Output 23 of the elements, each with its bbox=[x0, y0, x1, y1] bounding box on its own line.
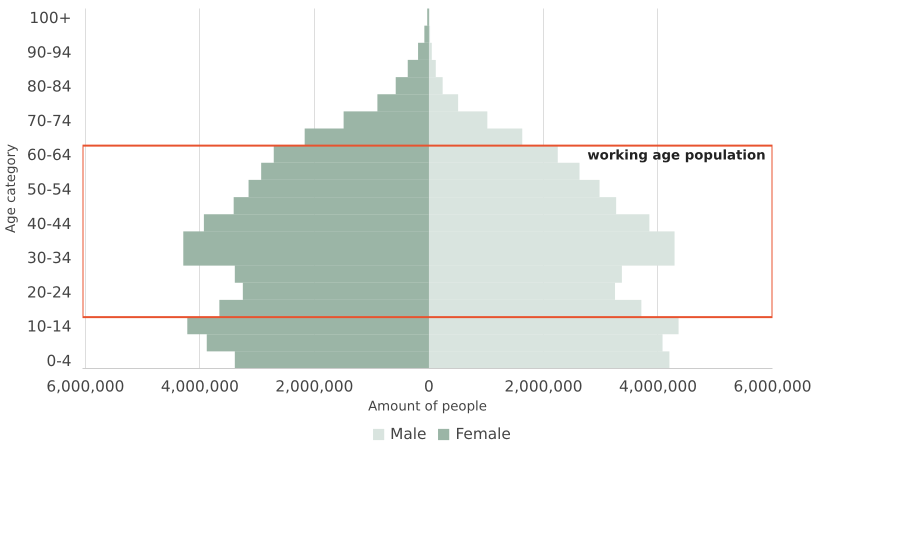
x-tick-label: 0 bbox=[424, 378, 434, 396]
x-tick-label: 6,000,000 bbox=[46, 378, 124, 396]
y-tick-label: 30-34 bbox=[26, 249, 72, 268]
y-tick-label: 20-24 bbox=[26, 283, 72, 302]
y-tick-label: 40-44 bbox=[26, 214, 72, 233]
x-tick-label: 6,000,000 bbox=[733, 378, 812, 396]
y-tick-label: 50-54 bbox=[26, 180, 72, 198]
legend-label: Female bbox=[455, 425, 511, 443]
x-tick-label: 2,000,000 bbox=[504, 378, 582, 396]
x-tick-label: 4,000,000 bbox=[160, 378, 239, 396]
y-tick-label: 10-14 bbox=[26, 318, 72, 336]
y-tick-label: 0-4 bbox=[46, 352, 72, 370]
x-tick-label: 2,000,000 bbox=[275, 378, 354, 396]
y-tick-label: 60-64 bbox=[26, 146, 72, 164]
y-axis-title: Age category bbox=[4, 144, 19, 233]
legend-label: Male bbox=[390, 425, 426, 443]
x-axis-title: Amount of people bbox=[368, 400, 487, 414]
y-tick-label: 100+ bbox=[29, 9, 72, 28]
y-tick-label: 70-74 bbox=[26, 112, 72, 130]
y-tick-label: 80-84 bbox=[26, 78, 72, 96]
x-tick-label: 4,000,000 bbox=[618, 378, 697, 396]
annotation: working age population bbox=[587, 148, 766, 164]
y-tick-label: 90-94 bbox=[26, 43, 72, 62]
